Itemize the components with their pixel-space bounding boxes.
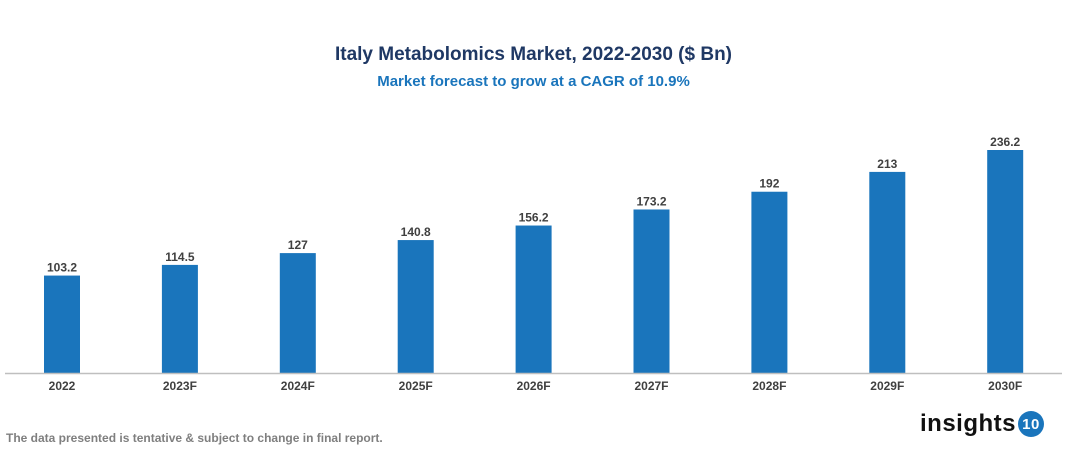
- bar: [161, 264, 198, 373]
- bar: [633, 209, 670, 373]
- x-tick-label: 2022: [49, 379, 76, 393]
- data-label: 156.2: [519, 211, 549, 225]
- data-label: 127: [288, 238, 308, 252]
- data-label: 173.2: [636, 194, 666, 208]
- bar: [397, 240, 434, 373]
- chart-title: Italy Metabolomics Market, 2022-2030 ($ …: [334, 44, 733, 65]
- x-tick-label: 2026F: [517, 379, 551, 393]
- x-tick-label: 2029F: [870, 379, 904, 393]
- x-tick-label: 2025F: [399, 379, 433, 393]
- bar: [751, 191, 788, 373]
- bar: [869, 171, 906, 373]
- bar: [279, 253, 316, 373]
- x-tick-label: 2024F: [281, 379, 315, 393]
- x-tick-label: 2028F: [752, 379, 786, 393]
- bar: [987, 150, 1024, 373]
- bar: [515, 225, 552, 373]
- data-label: 140.8: [401, 225, 431, 239]
- chart-subtitle: Market forecast to grow at a CAGR of 10.…: [377, 73, 690, 90]
- insights10-logo: insights 10: [920, 410, 1045, 438]
- data-label: 213: [877, 157, 897, 171]
- x-tick-label: 2023F: [163, 379, 197, 393]
- data-label: 103.2: [47, 261, 77, 275]
- x-tick-label: 2027F: [634, 379, 668, 393]
- data-label: 236.2: [990, 135, 1020, 149]
- logo-badge: 10: [1018, 411, 1045, 437]
- logo-text: insights: [920, 410, 1017, 437]
- x-tick-label: 2030F: [988, 379, 1022, 393]
- disclaimer: The data presented is tentative & subjec…: [6, 431, 383, 445]
- bar: [44, 275, 80, 373]
- data-label: 192: [759, 177, 779, 191]
- data-label: 114.5: [165, 250, 195, 264]
